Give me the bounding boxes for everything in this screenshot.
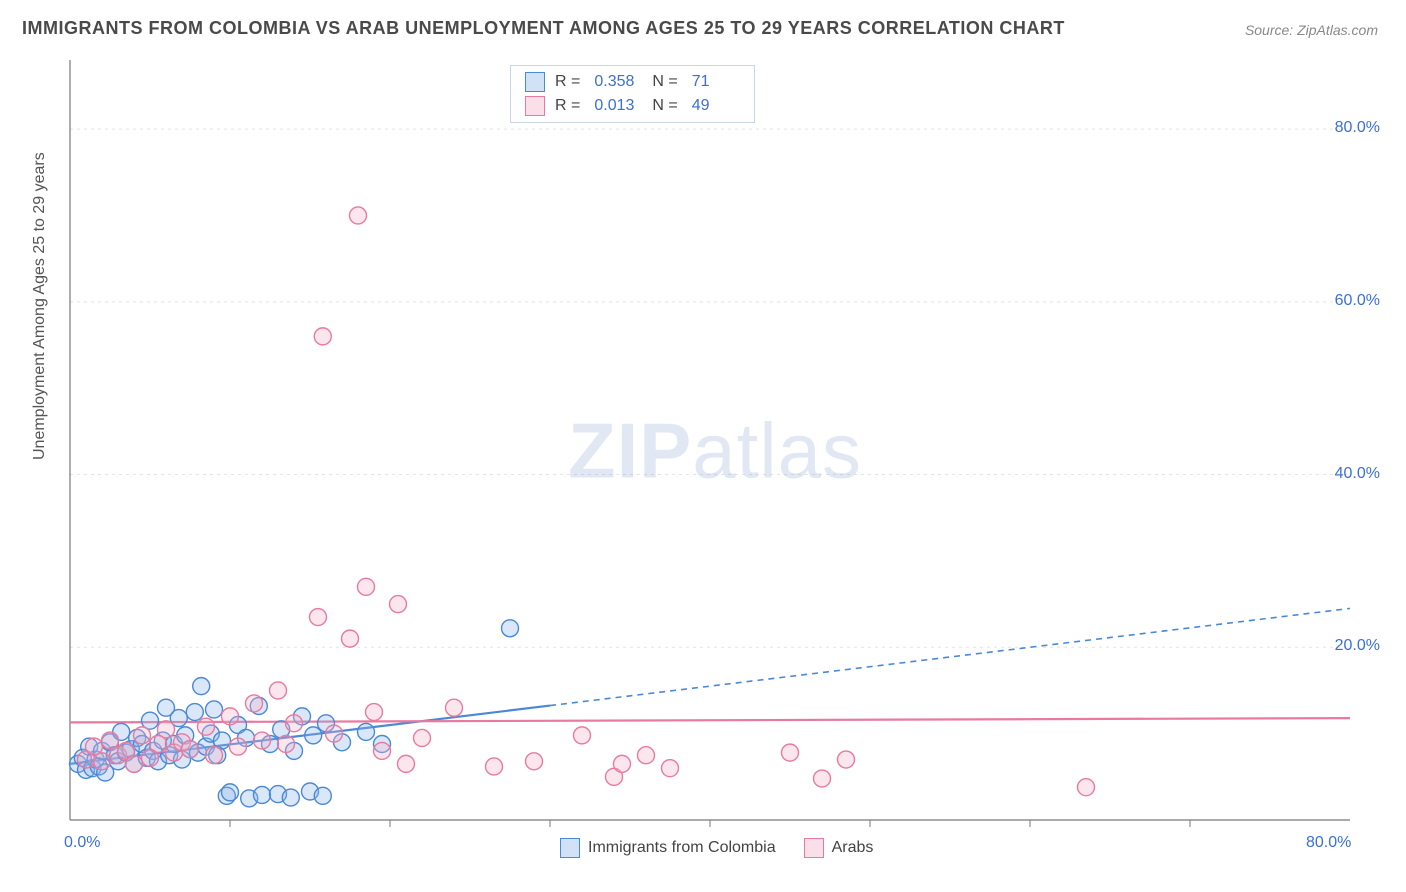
- x-tick-label: 0.0%: [64, 834, 100, 852]
- x-tick-label: 80.0%: [1306, 834, 1351, 852]
- legend-swatch: [560, 838, 580, 858]
- series-legend-item: Immigrants from Colombia: [560, 838, 776, 858]
- legend-swatch: [525, 72, 545, 92]
- scatter-plot: [50, 60, 1380, 860]
- y-tick-label: 80.0%: [1335, 119, 1380, 137]
- legend-swatch: [525, 96, 545, 116]
- y-tick-label: 40.0%: [1335, 465, 1380, 483]
- y-tick-label: 60.0%: [1335, 292, 1380, 310]
- chart-title: IMMIGRANTS FROM COLOMBIA VS ARAB UNEMPLO…: [22, 18, 1065, 39]
- y-axis-label: Unemployment Among Ages 25 to 29 years: [31, 152, 49, 460]
- legend-row: R = 0.013 N = 49: [525, 96, 740, 116]
- legend-row: R = 0.358 N = 71: [525, 72, 740, 92]
- legend-r-label: R =: [555, 73, 580, 91]
- chart-container: Unemployment Among Ages 25 to 29 years Z…: [50, 60, 1380, 860]
- legend-r-label: R =: [555, 97, 580, 115]
- correlation-legend: R = 0.358 N = 71 R = 0.013 N = 49: [510, 65, 755, 123]
- series-legend: Immigrants from Colombia Arabs: [560, 838, 873, 858]
- legend-r-value: 0.358: [594, 73, 642, 91]
- legend-r-value: 0.013: [594, 97, 642, 115]
- series-name: Arabs: [832, 839, 874, 857]
- legend-n-label: N =: [652, 97, 677, 115]
- legend-n-label: N =: [652, 73, 677, 91]
- y-tick-label: 20.0%: [1335, 637, 1380, 655]
- legend-n-value: 71: [692, 73, 740, 91]
- legend-swatch: [804, 838, 824, 858]
- series-legend-item: Arabs: [804, 838, 874, 858]
- legend-n-value: 49: [692, 97, 740, 115]
- series-name: Immigrants from Colombia: [588, 839, 776, 857]
- source-attribution: Source: ZipAtlas.com: [1245, 22, 1378, 38]
